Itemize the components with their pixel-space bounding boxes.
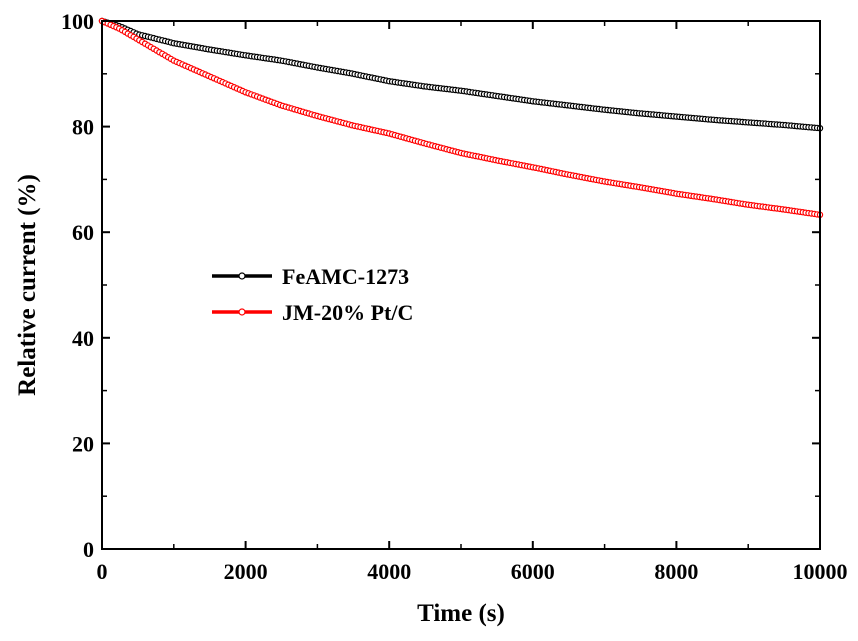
axis-ticks — [101, 20, 821, 550]
y-axis-title: Relative current (%) — [14, 174, 41, 396]
x-tick-label: 0 — [97, 559, 108, 584]
series-1 — [98, 17, 824, 218]
x-axis-title: Time (s) — [417, 600, 505, 627]
y-tick-label: 80 — [72, 115, 94, 140]
series-0 — [98, 17, 824, 132]
legend-item: JM-20% Pt/C — [212, 300, 413, 325]
y-tick-label: 60 — [72, 220, 94, 245]
legend: FeAMC-1273 JM-20% Pt/C — [212, 264, 413, 325]
legend-label: FeAMC-1273 — [282, 264, 409, 289]
legend-marker — [238, 308, 246, 316]
legend-item: FeAMC-1273 — [212, 264, 409, 289]
x-tick-label: 8000 — [654, 559, 698, 584]
y-tick-label: 100 — [61, 9, 94, 34]
legend-marker — [238, 272, 246, 280]
x-tick-label: 6000 — [511, 559, 555, 584]
x-tick-label: 10000 — [793, 559, 848, 584]
y-tick-label: 40 — [72, 326, 94, 351]
x-tick-label: 2000 — [224, 559, 268, 584]
x-tick-label: 4000 — [367, 559, 411, 584]
plot-frame — [101, 20, 821, 550]
tick-labels: 0 2000 4000 6000 8000 10000 0 20 40 60 80 100 — [61, 9, 848, 584]
y-tick-label: 20 — [72, 431, 94, 456]
legend-label: JM-20% Pt/C — [282, 300, 413, 325]
data-series — [98, 17, 824, 218]
y-tick-label: 0 — [83, 537, 94, 562]
